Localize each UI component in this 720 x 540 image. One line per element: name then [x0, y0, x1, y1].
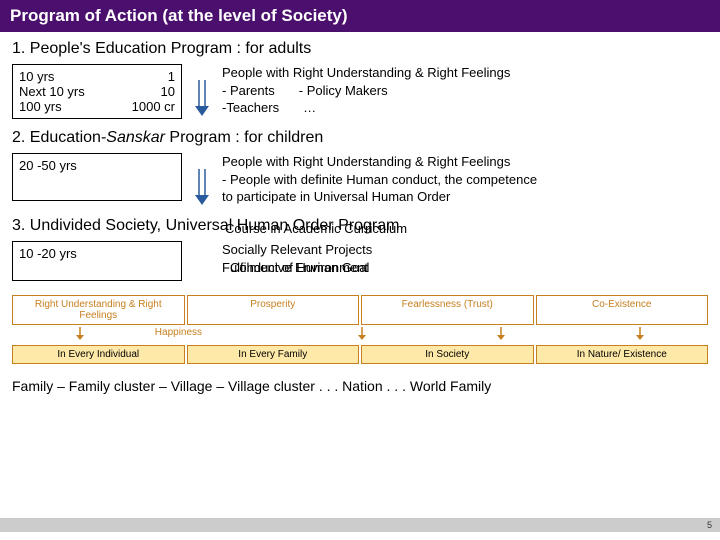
section3-desc: Socially Relevant Projects Conducive Env…: [222, 241, 708, 276]
family-line: Family – Family cluster – Village – Vill…: [0, 366, 720, 398]
s1-sub2: -Teachers …: [222, 99, 708, 117]
section2-row: 20 -50 yrs People with Right Understandi…: [0, 151, 720, 209]
s2-post: Program : for children: [165, 129, 323, 146]
time-right: 1 10 1000 cr: [120, 69, 175, 114]
section3-timebox: 10 -20 yrs: [12, 241, 182, 281]
section3-row: 10 -20 yrs Socially Relevant Projects Co…: [0, 239, 720, 283]
t1l: 10 yrs: [19, 69, 120, 84]
down-arrow-icon: [192, 78, 212, 118]
goal-top-1: Prosperity: [187, 295, 360, 325]
s3-overlay1: Course in Academic Curriculum: [225, 221, 407, 236]
time-left: 10 yrs Next 10 yrs 100 yrs: [19, 69, 120, 114]
ga2: [432, 327, 569, 341]
section1-row: 10 yrs Next 10 yrs 100 yrs 1 10 1000 cr …: [0, 62, 720, 121]
s2-d1: People with Right Understanding & Right …: [222, 153, 708, 171]
s2-pre: 2. Education-: [12, 129, 106, 146]
goals-top-row: Right Understanding & Right Feelings Pro…: [0, 291, 720, 327]
t2r: 10: [120, 84, 175, 99]
goal-top-3: Co-Existence: [536, 295, 709, 325]
t3r: 1000 cr: [120, 99, 175, 114]
down-arrow-icon: [192, 167, 212, 207]
s1-sub2a: -Teachers: [222, 99, 279, 117]
section1-title: 1. People's Education Program : for adul…: [0, 32, 720, 62]
s1-sub2b: …: [303, 99, 316, 117]
down-arrow-icon: [355, 327, 369, 341]
s1-sub1b: - Policy Makers: [299, 82, 388, 100]
goal-mid: Happiness: [155, 327, 202, 341]
s1-sub1: - Parents - Policy Makers: [222, 82, 708, 100]
goal-top-0: Right Understanding & Right Feelings: [12, 295, 185, 325]
down-arrow-icon: [494, 327, 508, 341]
goals-bottom-row: In Every Individual In Every Family In S…: [0, 341, 720, 366]
section2-desc: People with Right Understanding & Right …: [222, 153, 708, 206]
section1-timebox: 10 yrs Next 10 yrs 100 yrs 1 10 1000 cr: [12, 64, 182, 119]
ga0: [12, 327, 149, 341]
ga-mid: Happiness: [151, 327, 292, 341]
goal-top-2: Fearlessness (Trust): [361, 295, 534, 325]
s3-d2a: Conducive Environment: [230, 259, 368, 277]
t2l: Next 10 yrs: [19, 84, 120, 99]
goal-bot-1: In Every Family: [187, 345, 360, 364]
s3-d1: Socially Relevant Projects: [222, 241, 708, 259]
section3-title-wrap: 3. Undivided Society, Universal Human Or…: [0, 209, 720, 239]
section1-desc: People with Right Understanding & Right …: [222, 64, 708, 117]
s2-d3: to participate in Universal Human Order: [222, 188, 708, 206]
goal-bot-2: In Society: [361, 345, 534, 364]
s2-it: Sanskar: [106, 129, 165, 146]
arrow-spacer: [190, 241, 214, 255]
s1-sub1a: - Parents: [222, 82, 275, 100]
page-number: 5: [707, 520, 712, 530]
footer-bar: [0, 518, 720, 532]
ga3: [571, 327, 708, 341]
down-arrow-icon: [73, 327, 87, 341]
t3l: 100 yrs: [19, 99, 120, 114]
s1-main: People with Right Understanding & Right …: [222, 64, 708, 82]
arrow-col-2: [190, 153, 214, 207]
s2-d2: - People with definite Human conduct, th…: [222, 171, 708, 189]
s3-d2wrap: Conducive Environment Fulfilment of Huma…: [222, 259, 708, 277]
t1r: 1: [120, 69, 175, 84]
goal-bot-3: In Nature/ Existence: [536, 345, 709, 364]
slide-header: Program of Action (at the level of Socie…: [0, 0, 720, 32]
s2-time: 20 -50 yrs: [19, 158, 77, 196]
goal-bot-0: In Every Individual: [12, 345, 185, 364]
arrow-col-1: [190, 64, 214, 118]
section2-timebox: 20 -50 yrs: [12, 153, 182, 201]
goals-arrow-row: Happiness: [0, 327, 720, 341]
section2-title: 2. Education-Sanskar Program : for child…: [0, 121, 720, 151]
header-title: Program of Action (at the level of Socie…: [10, 6, 348, 25]
down-arrow-icon: [633, 327, 647, 341]
s3-time: 10 -20 yrs: [19, 246, 77, 276]
ga1: [294, 327, 431, 341]
